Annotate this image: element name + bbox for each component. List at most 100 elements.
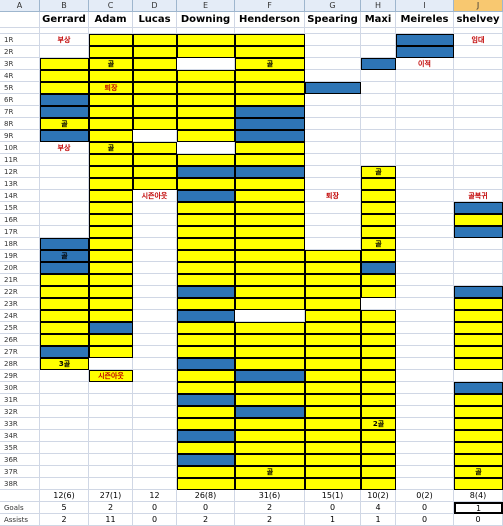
round-cell [177, 310, 235, 322]
round-cell [177, 46, 235, 58]
round-cell [40, 238, 89, 250]
player-name: Henderson [235, 12, 305, 28]
column-letter[interactable]: F [235, 0, 305, 12]
column-letter[interactable]: D [133, 0, 177, 12]
round-cell [40, 322, 89, 334]
round-label: 32R [0, 406, 40, 418]
round-cell [133, 214, 177, 226]
player-name: Adam [89, 12, 133, 28]
blank-cell [133, 28, 177, 34]
round-cell [396, 274, 454, 286]
round-cell [361, 310, 396, 322]
round-cell [40, 346, 89, 358]
round-cell [361, 334, 396, 346]
player-name: Downing [177, 12, 235, 28]
round-cell [305, 466, 361, 478]
round-cell [235, 322, 305, 334]
round-cell [89, 322, 133, 334]
blank-cell [305, 28, 361, 34]
round-cell [133, 154, 177, 166]
assists-label: Assists [0, 514, 40, 526]
column-letter[interactable]: H [361, 0, 396, 12]
round-cell [396, 454, 454, 466]
round-cell [40, 370, 89, 382]
round-cell [177, 274, 235, 286]
round-cell [305, 322, 361, 334]
round-cell [361, 430, 396, 442]
column-letter[interactable]: G [305, 0, 361, 12]
column-letter[interactable]: B [40, 0, 89, 12]
round-cell [305, 34, 361, 46]
round-cell [396, 430, 454, 442]
round-label: 31R [0, 394, 40, 406]
round-cell [396, 298, 454, 310]
round-cell [396, 106, 454, 118]
round-cell [361, 178, 396, 190]
round-cell [89, 118, 133, 130]
round-cell [396, 70, 454, 82]
round-cell [235, 142, 305, 154]
round-cell [305, 178, 361, 190]
round-cell [177, 262, 235, 274]
blank-cell [89, 28, 133, 34]
round-cell [89, 442, 133, 454]
appearances: 0(2) [396, 490, 454, 502]
round-cell [361, 82, 396, 94]
round-cell [177, 286, 235, 298]
round-cell [133, 178, 177, 190]
round-cell [40, 154, 89, 166]
round-cell [177, 154, 235, 166]
round-cell [361, 346, 396, 358]
round-cell [133, 58, 177, 70]
round-cell [396, 82, 454, 94]
round-cell [305, 82, 361, 94]
round-cell [305, 154, 361, 166]
round-cell [235, 118, 305, 130]
round-label: 38R [0, 478, 40, 490]
goals-value: 0 [133, 502, 177, 514]
round-cell [454, 418, 503, 430]
round-cell [177, 358, 235, 370]
round-cell [89, 154, 133, 166]
goals-value: 5 [40, 502, 89, 514]
round-cell [305, 430, 361, 442]
round-label: 4R [0, 70, 40, 82]
appearances: 26(8) [177, 490, 235, 502]
round-cell [133, 334, 177, 346]
assists-value: 2 [177, 514, 235, 526]
column-letter[interactable]: C [89, 0, 133, 12]
round-cell: 골 [40, 118, 89, 130]
column-letter[interactable]: A [0, 0, 40, 12]
round-cell [235, 130, 305, 142]
round-cell [133, 46, 177, 58]
round-cell [454, 130, 503, 142]
round-cell [396, 442, 454, 454]
round-cell [89, 406, 133, 418]
round-cell [361, 250, 396, 262]
round-cell [235, 358, 305, 370]
round-label: 22R [0, 286, 40, 298]
column-letter[interactable]: I [396, 0, 454, 12]
round-cell [361, 190, 396, 202]
round-cell [133, 466, 177, 478]
round-cell [177, 334, 235, 346]
column-letter[interactable]: J [454, 0, 503, 12]
assists-value: 0 [396, 514, 454, 526]
column-letter[interactable]: E [177, 0, 235, 12]
round-label: 2R [0, 46, 40, 58]
blank-cell [235, 28, 305, 34]
blank-cell [0, 12, 40, 28]
round-label: 14R [0, 190, 40, 202]
assists-value: 1 [305, 514, 361, 526]
appearances: 15(1) [305, 490, 361, 502]
round-cell [177, 394, 235, 406]
round-cell: 골복귀 [454, 190, 503, 202]
round-cell: 시즌아웃 [133, 190, 177, 202]
round-cell [133, 430, 177, 442]
round-cell [89, 106, 133, 118]
round-cell [235, 190, 305, 202]
round-cell [177, 94, 235, 106]
round-label: 11R [0, 154, 40, 166]
round-cell [396, 394, 454, 406]
round-cell [133, 478, 177, 490]
